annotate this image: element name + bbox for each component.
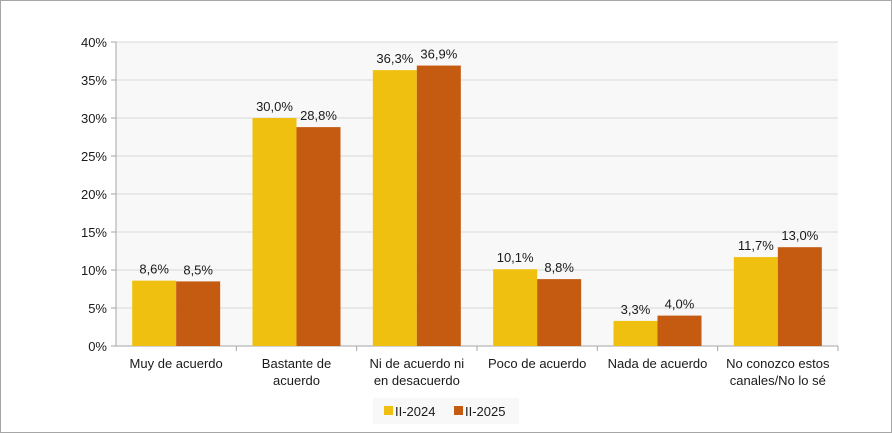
y-tick-label: 15% [81,225,107,240]
bar-II-2024 [613,320,658,346]
bar-II-2024 [372,70,417,347]
data-label: 4,0% [665,297,695,312]
x-category-label: en desacuerdo [374,373,460,388]
bar-II-2024 [733,257,778,346]
data-label: 30,0% [256,99,293,114]
data-label: 8,5% [183,262,213,277]
x-category-label: Ni de acuerdo ni [369,356,464,371]
x-category-label: Poco de acuerdo [488,356,586,371]
data-label: 11,7% [738,238,774,253]
x-category-label: canales/No lo sé [730,373,826,388]
data-label: 28,8% [300,108,337,123]
data-label: 8,8% [544,260,574,275]
y-tick-label: 40% [81,35,107,50]
bar-II-2024 [132,280,177,346]
y-tick-label: 20% [81,187,107,202]
x-category-label: No conozco estos [726,356,830,371]
y-tick-label: 35% [81,73,107,88]
bar-II-2025 [296,127,341,347]
x-category-label: Muy de acuerdo [130,356,223,371]
y-tick-label: 30% [81,111,107,126]
data-label: 36,3% [376,51,413,66]
legend-swatch [454,406,463,415]
y-tick-label: 25% [81,149,107,164]
data-label: 36,9% [420,47,457,62]
y-tick-label: 0% [88,339,107,354]
x-category-label: Bastante de [262,356,331,371]
bar-II-2024 [493,269,538,346]
bar-II-2025 [657,315,702,346]
x-category-label: acuerdo [273,373,320,388]
legend-swatch [384,406,393,415]
legend-label: II-2025 [465,404,505,419]
bar-II-2025 [176,281,221,346]
bar-II-2025 [416,65,461,346]
legend [373,398,519,424]
y-tick-label: 5% [88,301,107,316]
y-tick-label: 10% [81,263,107,278]
legend-label: II-2024 [395,404,435,419]
bar-II-2025 [777,247,822,346]
data-label: 10,1% [497,250,534,265]
data-label: 3,3% [621,302,651,317]
data-label: 13,0% [781,228,818,243]
data-label: 8,6% [139,262,169,277]
bar-II-2024 [252,118,297,346]
bar-II-2025 [537,279,582,346]
x-category-label: Nada de acuerdo [608,356,708,371]
